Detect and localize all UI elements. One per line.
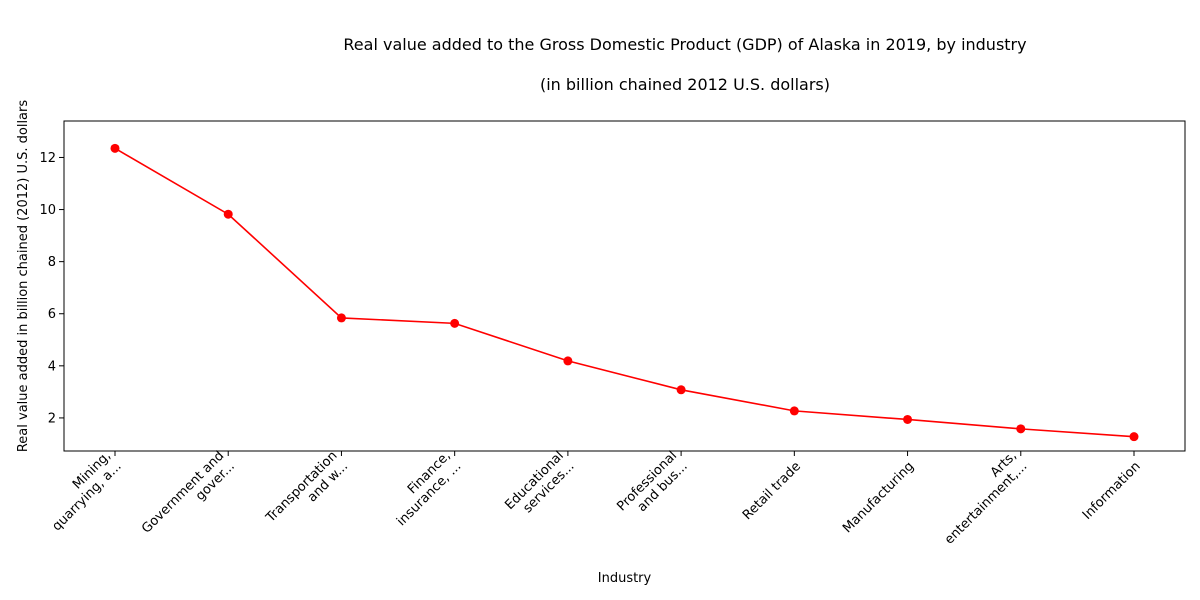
data-point xyxy=(223,209,233,219)
x-axis: Mining,quarrying, a... Government andgove… xyxy=(49,448,1144,547)
data-point xyxy=(110,143,120,153)
data-point xyxy=(676,385,686,395)
data-point xyxy=(1016,424,1026,434)
y-tick-label: 8 xyxy=(48,255,56,270)
x-tick-label: Arts,entertainment,... xyxy=(942,448,1030,547)
chart-title-line: (in billion chained 2012 U.S. dollars) xyxy=(540,75,830,94)
x-tick-label: Information xyxy=(1080,459,1144,523)
series-path xyxy=(114,147,1135,438)
x-tick-label-line: entertainment,... xyxy=(942,459,1030,547)
x-tick-label-line: Retail trade xyxy=(740,459,804,523)
series-line xyxy=(110,143,1139,442)
y-tick-label: 4 xyxy=(48,359,56,374)
x-tick-label: Government andgover... xyxy=(139,448,238,536)
x-tick-label-line: Manufacturing xyxy=(840,459,917,536)
chart-title: Real value added to the Gross Domestic P… xyxy=(343,35,1026,94)
x-tick-label: Mining,quarrying, a... xyxy=(49,448,124,534)
data-point xyxy=(903,414,913,424)
y-tick-label: 12 xyxy=(39,151,56,166)
data-point xyxy=(1129,432,1139,442)
x-axis-label: Industry xyxy=(598,571,652,586)
x-tick-label: Finance,insurance, ... xyxy=(394,448,464,529)
y-axis-label: Real value added in billion chained (201… xyxy=(16,100,31,453)
x-tick-label: Manufacturing xyxy=(840,459,917,536)
y-tick-label: 2 xyxy=(48,411,56,426)
data-point xyxy=(450,318,460,328)
y-tick-label: 6 xyxy=(48,307,56,322)
y-axis: 2 4 6 8 10 12 xyxy=(39,151,64,426)
data-point xyxy=(336,313,346,323)
x-tick-label: Educationalservices... xyxy=(502,448,577,516)
data-point xyxy=(563,356,573,366)
y-tick-label: 10 xyxy=(39,203,56,218)
plot-area xyxy=(63,120,1186,452)
x-tick-label: Retail trade xyxy=(740,459,804,523)
data-point xyxy=(789,406,799,416)
x-tick-label-line: Information xyxy=(1080,459,1144,523)
chart-title-line: Real value added to the Gross Domestic P… xyxy=(343,35,1026,54)
